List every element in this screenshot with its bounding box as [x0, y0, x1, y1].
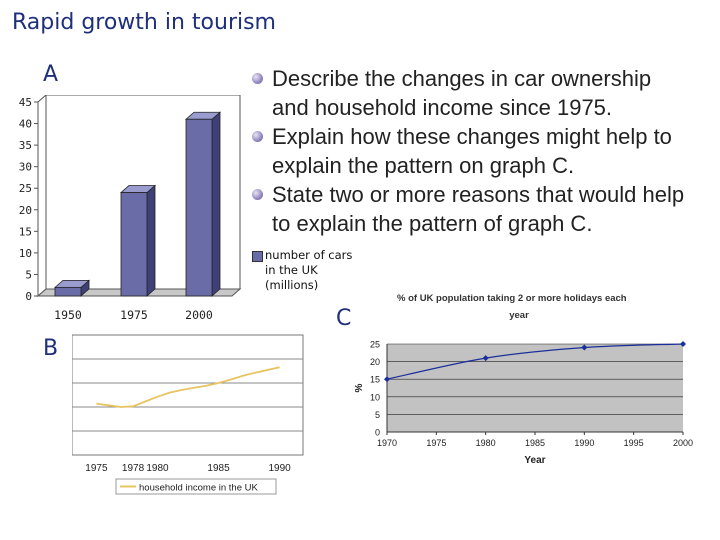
y-tick-label: 5 [375, 410, 380, 420]
legend-line: in the UK [265, 263, 318, 277]
bar [185, 118, 213, 297]
series-line [96, 366, 280, 408]
chart-a-bar-chart: 0 5 10 15 20 25 30 35 40 45 1950 1975 2000 [19, 95, 242, 322]
chart-a-legend: number of cars in the UK (millions) [252, 248, 372, 293]
chart-c-label: C [336, 306, 352, 331]
question-line-3: Explain how these changes might help to [252, 122, 720, 151]
y-tick-label: 10 [19, 247, 32, 260]
y-tick-label: 35 [19, 139, 32, 152]
legend-line: (millions) [265, 278, 319, 292]
data-point [581, 344, 588, 351]
question-line-5: State two or more reasons that would hel… [252, 180, 720, 209]
data-point [384, 376, 390, 383]
x-axis-label: Year [524, 455, 545, 466]
chart-a-side-wall [37, 95, 47, 298]
y-tick-label: 15 [370, 375, 380, 385]
y-tick-label: 20 [370, 357, 380, 367]
bullet-icon [252, 131, 263, 142]
y-tick-label: 15 [19, 225, 32, 238]
y-tick-label: 45 [19, 96, 32, 109]
x-tick-label: 1975 [120, 308, 148, 322]
x-tick-label: 2000 [185, 308, 213, 322]
x-tick-label: 1975 [426, 438, 446, 448]
x-tick-label: 1980 [476, 438, 496, 448]
y-tick-label: 40 [19, 118, 32, 131]
question-line-4: explain the pattern on graph C. [272, 153, 575, 178]
chart-b-label: B [43, 336, 59, 361]
x-tick-label: 1970 [377, 438, 397, 448]
y-tick-label: 10 [370, 392, 380, 402]
bar [120, 192, 148, 297]
legend-line: number of cars [265, 248, 353, 262]
chart-b-line-chart: 1975 1978 1980 1985 1990 household income in … [72, 334, 304, 495]
x-tick-label: 1978 [122, 463, 145, 474]
y-tick-label: 25 [19, 182, 32, 195]
x-tick-label: 1980 [146, 463, 169, 474]
question-line-1: Describe the changes in car ownership [252, 64, 720, 93]
x-tick-label: 1985 [525, 438, 545, 448]
chart-b-legend-box [115, 478, 277, 495]
question-line-2: and household income since 1975. [272, 95, 613, 120]
bar-side [211, 111, 221, 297]
y-tick-label: 30 [19, 161, 32, 174]
y-axis-label: % [354, 383, 365, 392]
data-point [482, 355, 489, 362]
bullet-icon [252, 73, 263, 84]
y-tick-label: 20 [19, 204, 32, 217]
question-list: Describe the changes in car ownership an… [252, 64, 720, 238]
x-tick-label: 2000 [673, 438, 693, 448]
bar-side [146, 184, 156, 297]
y-tick-label: 0 [375, 428, 380, 438]
chart-c-plot-area [387, 344, 683, 432]
chart-a-label: A [43, 62, 59, 87]
legend-label: household income in the UK [139, 483, 258, 494]
x-tick-label: 1950 [54, 308, 82, 322]
chart-c-line-chart: % of UK population taking 2 or more holi… [354, 293, 693, 466]
chart-c-title-line-2: year [509, 310, 529, 321]
legend-swatch [252, 251, 263, 262]
bar [54, 286, 82, 297]
bullet-icon [252, 189, 263, 200]
chart-c-title-line-1: % of UK population taking 2 or more holi… [397, 293, 627, 304]
x-tick-label: 1995 [624, 438, 644, 448]
data-point [680, 341, 686, 347]
series-line [386, 343, 684, 380]
x-tick-label: 1990 [268, 463, 291, 474]
page-title: Rapid growth in tourism [12, 10, 276, 35]
x-tick-label: 1985 [207, 463, 230, 474]
y-tick-label: 25 [370, 340, 380, 350]
chart-b-plot-area [72, 334, 304, 456]
y-tick-label: 5 [25, 268, 32, 281]
x-tick-label: 1975 [85, 463, 108, 474]
question-line-6: to explain the pattern of graph C. [272, 211, 593, 236]
y-tick-label: 0 [25, 290, 32, 303]
x-tick-label: 1990 [574, 438, 594, 448]
